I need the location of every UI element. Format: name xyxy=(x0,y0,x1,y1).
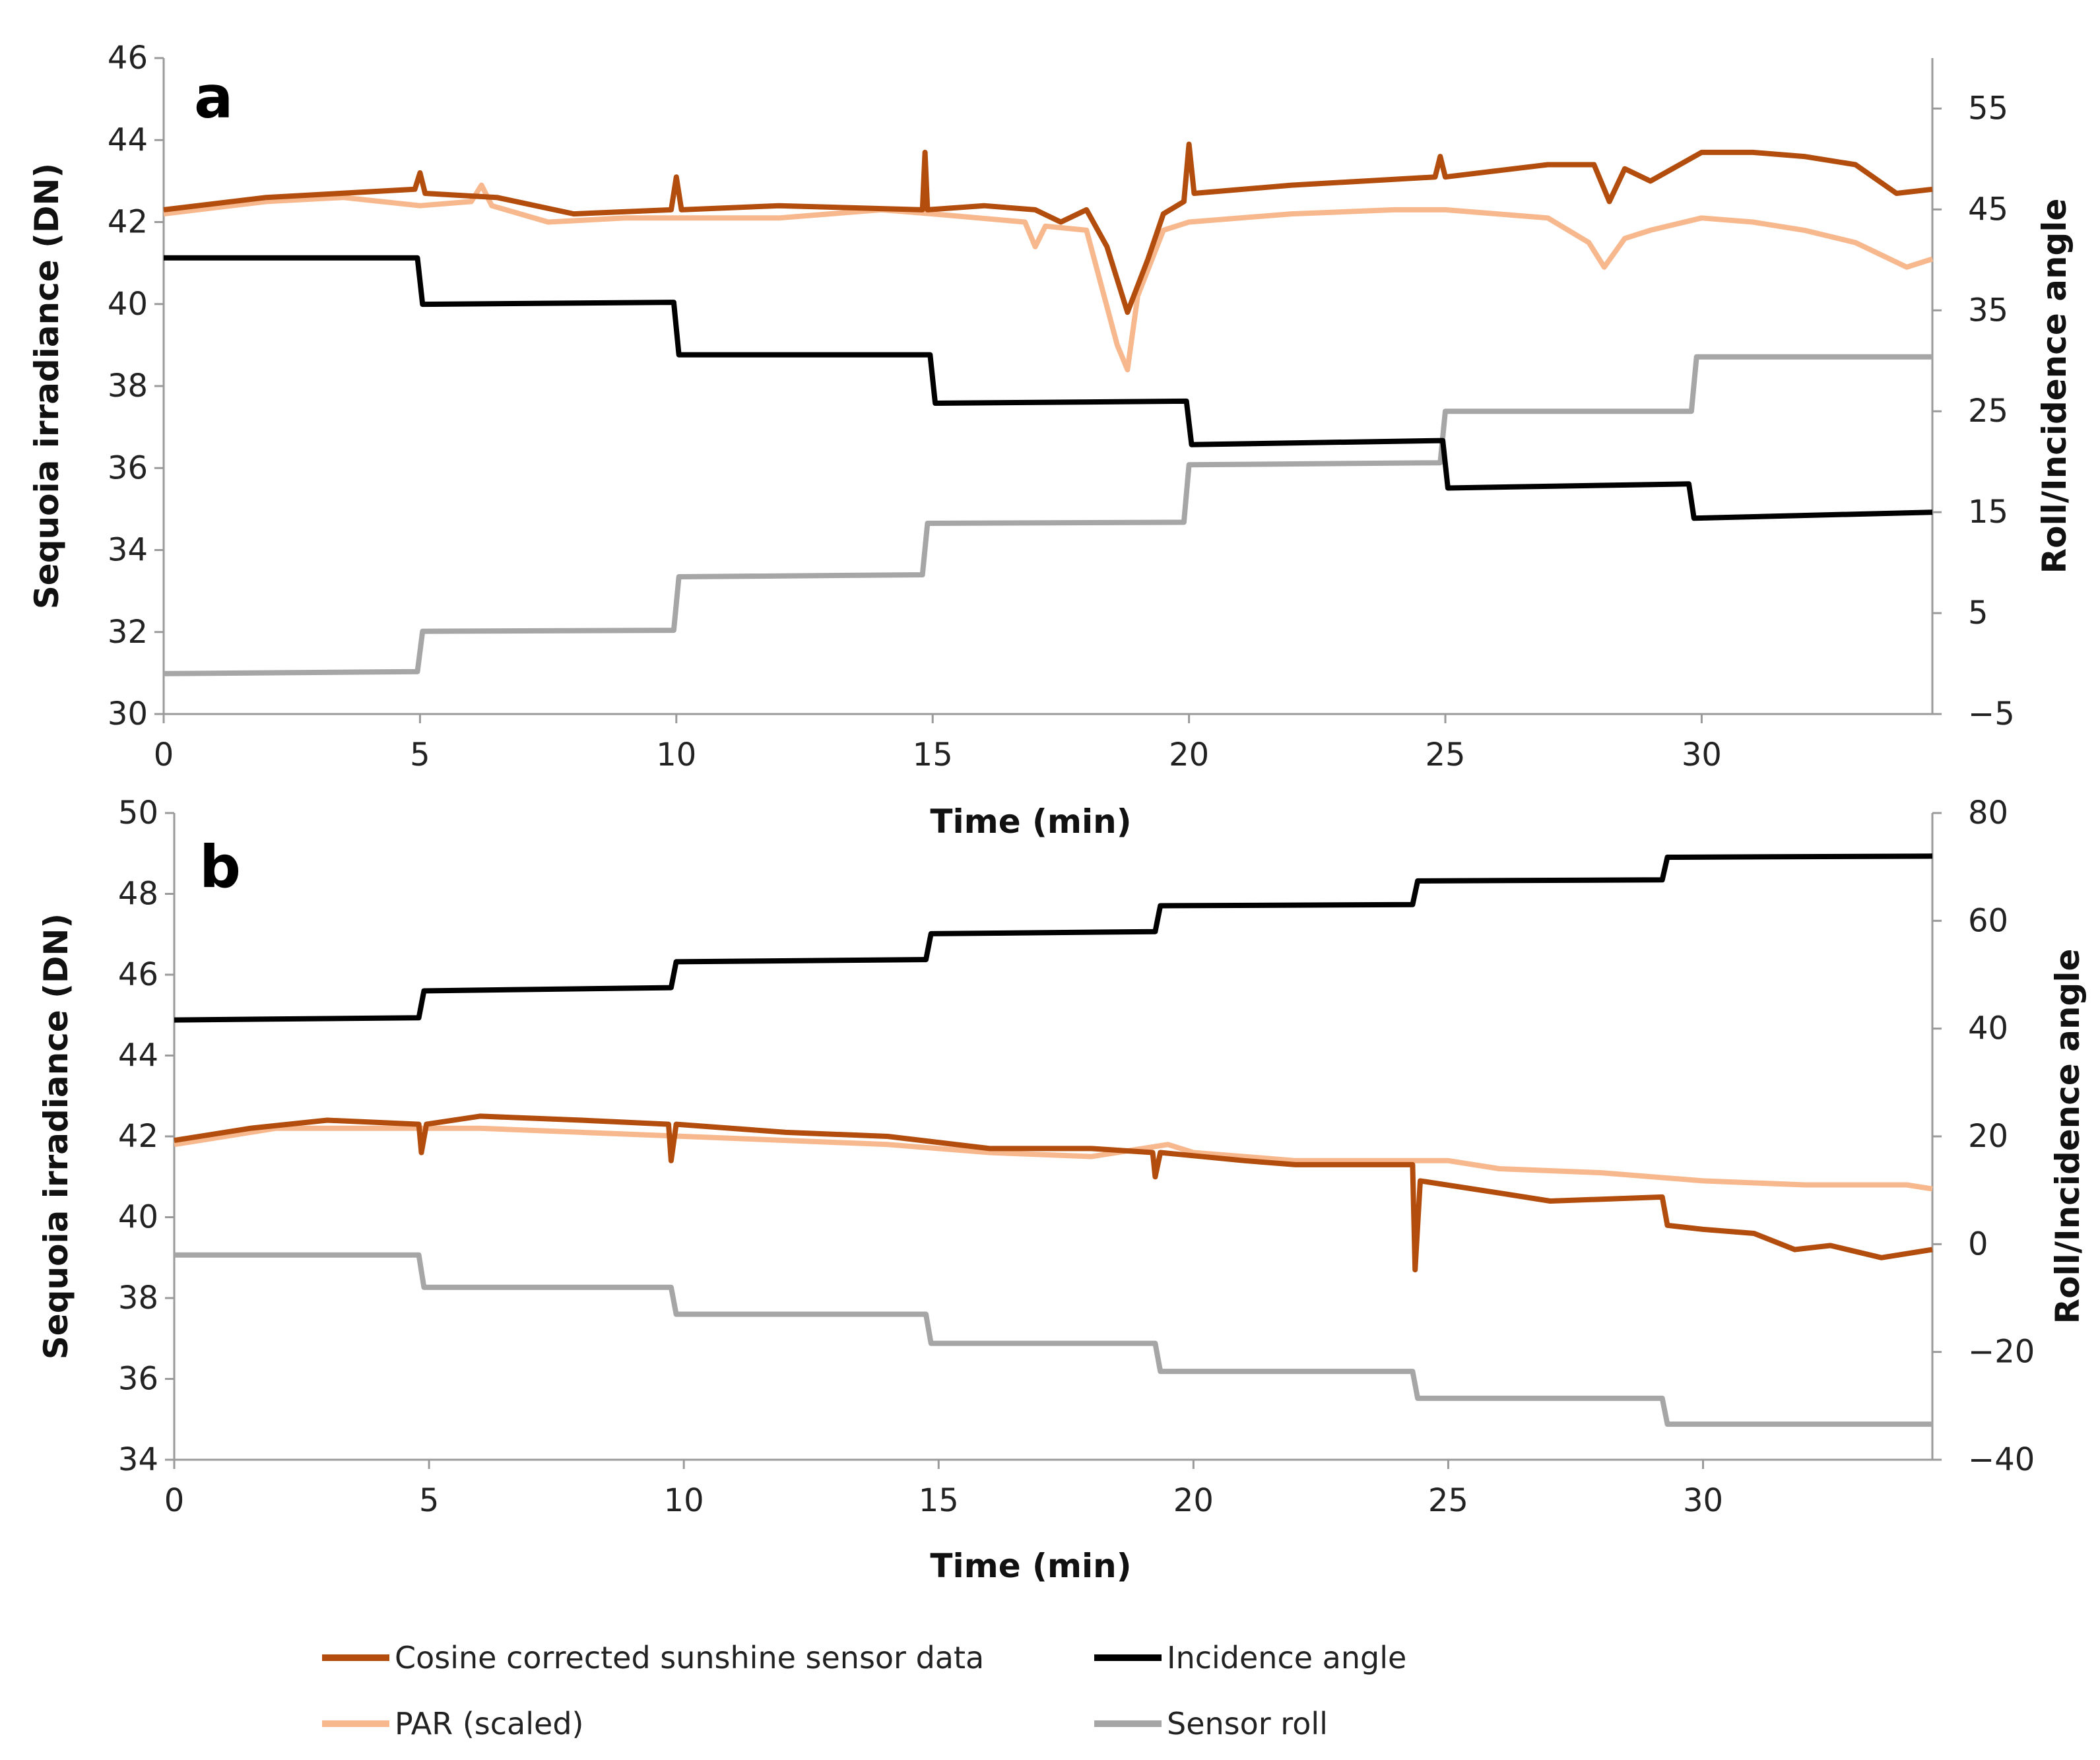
panel-b-y2-tick-label: −20 xyxy=(1968,1334,2035,1371)
panel-a-y-tick-label: 32 xyxy=(108,614,148,651)
legend-item-cosine: Cosine corrected sunshine sensor data xyxy=(322,1640,984,1676)
panel-a-series xyxy=(163,141,1934,676)
panel-a-x-tick-label: 20 xyxy=(1169,736,1209,773)
panel-b-x-axis-title: Time (min) xyxy=(930,1547,1131,1585)
legend-label-cosine: Cosine corrected sunshine sensor data xyxy=(395,1640,984,1676)
panel-b-y-tick-label: 44 xyxy=(118,1037,158,1074)
chart-panel-b: 34 36 38 40 42 44 46 48 50 −40 −20 0 20 40 60 80 0 5 10 1… xyxy=(37,795,2087,1585)
panel-a-y2-tick-label: 45 xyxy=(1968,191,2008,228)
panel-a-y-tick-label: 30 xyxy=(108,696,148,733)
panel-a-y-tick-label: 46 xyxy=(108,40,148,77)
panel-b-y-tick-label: 36 xyxy=(118,1361,158,1398)
panel-b-y2-tick-label: 80 xyxy=(1968,795,2008,831)
legend: Cosine corrected sunshine sensor data In… xyxy=(322,1640,1406,1742)
panel-b-y2-tick-label: −40 xyxy=(1968,1441,2035,1478)
panel-a-label: a xyxy=(194,63,233,131)
panel-b-y-ticks: 34 36 38 40 42 44 46 48 50 xyxy=(118,795,174,1478)
legend-item-par: PAR (scaled) xyxy=(322,1706,583,1742)
panel-b-y-tick-label: 48 xyxy=(118,876,158,913)
legend-label-par: PAR (scaled) xyxy=(395,1706,583,1742)
panel-b-x-tick-label: 30 xyxy=(1683,1482,1723,1519)
panel-a-y-tick-label: 40 xyxy=(108,286,148,323)
panel-a-x-axis-title: Time (min) xyxy=(930,802,1131,841)
panel-a-x-ticks: 0 5 10 15 20 25 30 xyxy=(154,714,1722,773)
panel-b-y-tick-label: 34 xyxy=(118,1441,158,1478)
panel-b-y-tick-label: 38 xyxy=(118,1280,158,1317)
panel-a-x-tick-label: 30 xyxy=(1682,736,1722,773)
panel-a-series-par-scaled xyxy=(163,182,1934,373)
panel-a-x-tick-label: 10 xyxy=(656,736,696,773)
panel-a-y2-tick-label: 15 xyxy=(1968,494,2008,531)
panel-a-y2-tick-label: 5 xyxy=(1968,595,1988,632)
chart-panel-a: 30 32 34 36 38 40 42 44 46 −5 5 15 25 35 45 55 0 5 10 15 2… xyxy=(28,40,2074,841)
panel-b-y-tick-label: 50 xyxy=(118,795,158,831)
panel-b-y2-tick-label: 40 xyxy=(1968,1010,2008,1047)
panel-a-y-axis-title: Sequoia irradiance (DN) xyxy=(28,163,66,609)
panel-b-y2-tick-label: 60 xyxy=(1968,902,2008,939)
panel-a-y-ticks: 30 32 34 36 38 40 42 44 46 xyxy=(108,40,164,733)
legend-label-incidence: Incidence angle xyxy=(1167,1640,1406,1676)
panel-a-series-sensor-roll xyxy=(163,354,1932,676)
panel-a-y2-tick-label: 25 xyxy=(1968,393,2008,430)
panel-b-y-tick-label: 40 xyxy=(118,1199,158,1236)
panel-a-y2-axis-title: Roll/Incidence angle xyxy=(2035,199,2074,574)
legend-item-roll: Sensor roll xyxy=(1094,1706,1328,1742)
panel-b-y-tick-label: 42 xyxy=(118,1118,158,1155)
panel-a-y-tick-label: 36 xyxy=(108,449,148,486)
panel-b-y-axis-title: Sequoia irradiance (DN) xyxy=(37,913,75,1359)
panel-a-y-tick-label: 42 xyxy=(108,204,148,241)
panel-b-x-tick-label: 10 xyxy=(664,1482,704,1519)
panel-b-y2-ticks: −40 −20 0 20 40 60 80 xyxy=(1932,795,2035,1478)
panel-a-series-cosine-corrected-sunshine-sensor-data xyxy=(163,141,1933,315)
panel-a-y-tick-label: 34 xyxy=(108,532,148,569)
panel-b-series-cosine-corrected-sunshine-sensor-data xyxy=(174,1113,1933,1273)
panel-b-series xyxy=(174,853,1933,1427)
panel-a-x-tick-label: 5 xyxy=(410,736,430,773)
panel-b-y2-tick-label: 20 xyxy=(1968,1118,2008,1155)
panel-b-y-tick-label: 46 xyxy=(118,956,158,993)
panel-a-x-tick-label: 15 xyxy=(913,736,953,773)
panel-a-series-incidence-angle xyxy=(164,255,1933,521)
legend-label-roll: Sensor roll xyxy=(1167,1706,1328,1742)
panel-b-x-tick-label: 15 xyxy=(919,1482,959,1519)
panel-a-x-tick-label: 0 xyxy=(154,736,174,773)
panel-b-x-tick-label: 5 xyxy=(419,1482,440,1519)
panel-a-y2-tick-label: 35 xyxy=(1968,292,2008,329)
panel-b-x-tick-label: 25 xyxy=(1428,1482,1468,1519)
panel-a-y-tick-label: 38 xyxy=(108,368,148,405)
panel-a-x-tick-label: 25 xyxy=(1425,736,1465,773)
panel-b-y2-tick-label: 0 xyxy=(1968,1225,1988,1262)
panel-b-y2-axis-title: Roll/Incidence angle xyxy=(2049,949,2087,1324)
panel-a-y2-tick-label: −5 xyxy=(1968,696,2015,733)
panel-b-series-incidence-angle xyxy=(174,853,1933,1023)
panel-b-x-tick-label: 0 xyxy=(164,1482,185,1519)
legend-item-incidence: Incidence angle xyxy=(1094,1640,1406,1676)
panel-a-y2-tick-label: 55 xyxy=(1968,90,2008,127)
panel-b-x-tick-label: 20 xyxy=(1173,1482,1214,1519)
panel-b-series-sensor-roll xyxy=(174,1252,1932,1427)
panel-a-y2-ticks: −5 5 15 25 35 45 55 xyxy=(1932,90,2015,733)
panel-b-x-ticks: 0 5 10 15 20 25 30 xyxy=(164,1460,1723,1519)
panel-b-label: b xyxy=(199,833,241,901)
panel-a-y-tick-label: 44 xyxy=(108,121,148,158)
